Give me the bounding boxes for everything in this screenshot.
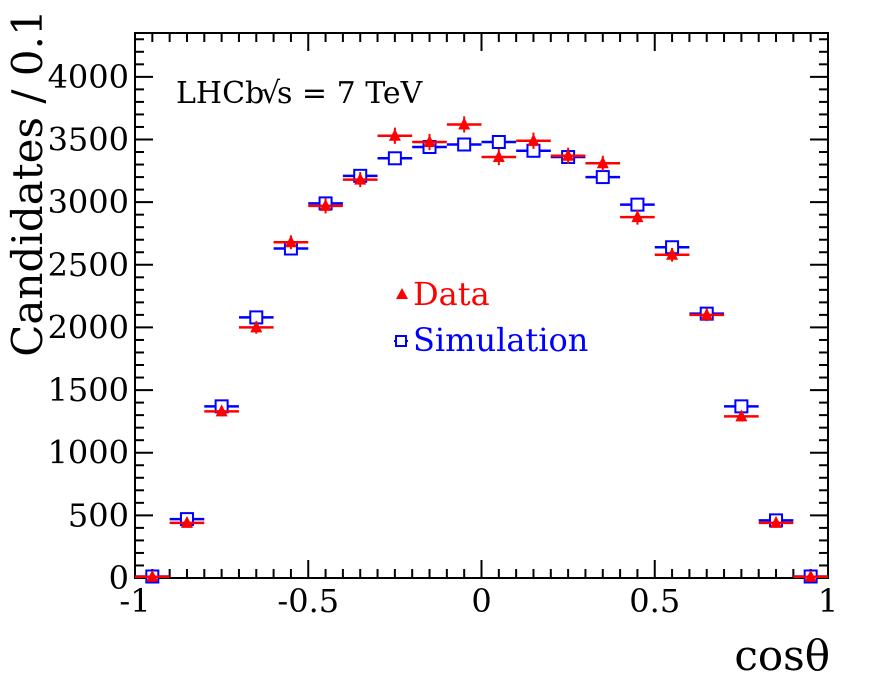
y-tick-label: 1500	[48, 371, 129, 409]
data-point	[516, 132, 551, 149]
x-tick-label: -0.5	[277, 582, 339, 620]
data-marker	[354, 172, 367, 185]
y-axis: 0 500 1000 1500 2000 2500 3000 3500 4000	[48, 38, 828, 597]
data-marker	[631, 210, 644, 223]
data-point	[724, 409, 759, 422]
y-tick-label: 1000	[48, 434, 129, 472]
y-tick-label: 3500	[48, 120, 129, 158]
legend-data-label: Data	[413, 275, 490, 313]
data-marker	[562, 148, 575, 161]
data-point	[620, 209, 655, 225]
y-tick-label: 500	[68, 496, 129, 534]
data-marker	[250, 320, 263, 333]
data-marker	[735, 409, 748, 422]
data-marker	[770, 515, 783, 528]
data-marker	[666, 247, 679, 260]
data-point	[412, 133, 447, 151]
data-point	[585, 155, 621, 171]
data-marker	[319, 198, 332, 211]
simulation-point	[377, 151, 413, 166]
legend: Data Simulation	[394, 275, 588, 359]
x-tick-label: 0.5	[629, 582, 680, 620]
simulation-point	[724, 399, 759, 414]
y-tick-label: 2500	[48, 246, 129, 284]
simulation-marker	[457, 137, 472, 152]
data-point	[481, 148, 517, 166]
simulation-point	[238, 310, 274, 325]
simulation-marker	[595, 170, 610, 185]
data-point	[204, 404, 239, 417]
y-axis-title: Candidates / 0.1	[3, 9, 52, 356]
y-tick-label: 3000	[48, 183, 129, 221]
x-axis-title: cosθ	[734, 631, 830, 680]
data-point	[135, 569, 170, 582]
energy-label: s = 7 TeV	[277, 76, 424, 111]
data-marker	[146, 569, 159, 582]
legend-simulation-square	[395, 335, 407, 347]
simulation-point	[446, 137, 482, 152]
legend-simulation-label: Simulation	[413, 321, 588, 359]
x-tick-label: 0	[471, 582, 491, 620]
data-point	[758, 515, 794, 528]
data-marker	[215, 404, 228, 417]
simulation-marker	[630, 197, 645, 212]
experiment-label: LHCb	[176, 76, 264, 111]
data-marker	[492, 150, 505, 163]
simulation-point	[654, 240, 690, 255]
data-marker	[804, 569, 817, 582]
data-point	[654, 247, 690, 262]
data-point	[308, 198, 343, 214]
data-marker	[700, 307, 713, 320]
data-point	[169, 515, 205, 528]
x-tick-label: -1	[119, 582, 150, 620]
sqrt-symbol: √	[261, 76, 281, 111]
data-point	[342, 172, 378, 188]
simulation-marker	[491, 135, 506, 149]
simulation-point	[585, 170, 621, 185]
data-point	[377, 127, 413, 144]
x-tick-label: 1	[818, 582, 838, 620]
data-marker	[458, 117, 471, 130]
data-point	[238, 320, 274, 334]
data-marker	[180, 515, 193, 528]
data-marker	[596, 156, 609, 169]
simulation-point	[516, 143, 551, 158]
data-marker	[388, 128, 401, 141]
legend-simulation-marker	[394, 335, 408, 347]
simulation-point	[620, 197, 655, 212]
data-point	[550, 147, 586, 164]
y-tick-label: 2000	[48, 308, 129, 346]
data-marker	[527, 133, 540, 146]
data-point	[446, 116, 482, 133]
data-marks	[135, 116, 828, 584]
data-marker	[284, 235, 297, 248]
y-tick-label: 0	[109, 559, 129, 597]
data-point	[273, 235, 309, 250]
y-tick-label: 4000	[48, 58, 129, 96]
legend-data-marker	[396, 288, 408, 299]
simulation-point	[481, 135, 517, 149]
data-point	[689, 307, 725, 322]
data-point	[793, 569, 828, 582]
simulation-marker	[387, 151, 402, 166]
data-marker	[423, 135, 436, 147]
